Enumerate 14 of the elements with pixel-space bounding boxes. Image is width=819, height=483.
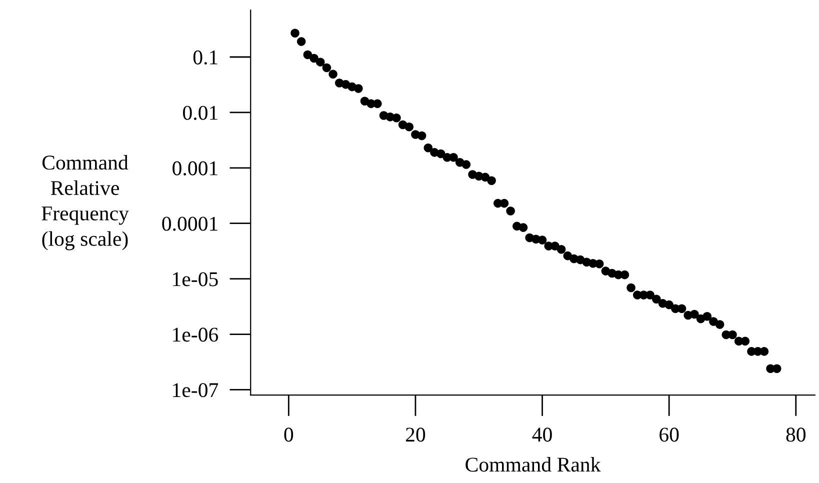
x-tick-label: 60 — [660, 428, 679, 442]
x-tick-label: 80 — [786, 428, 806, 442]
y-tick-label: 1e-07 — [173, 383, 218, 398]
y-tick-label: 0.001 — [172, 161, 218, 176]
x-axis-title: Command Rank — [466, 457, 601, 472]
y-tick-label: 0.01 — [183, 106, 218, 120]
y-tick-label: 0.1 — [193, 50, 218, 65]
x-tick-label: 20 — [406, 428, 426, 442]
y-tick-label: 0.0001 — [162, 216, 218, 231]
y-axis-title: Command Relative Frequency (log scale) — [42, 155, 129, 250]
y-tick-label: 1e-06 — [173, 328, 218, 342]
x-tick-label: 0 — [284, 428, 294, 442]
x-tick-label: 40 — [532, 428, 552, 442]
y-tick-label: 1e-05 — [173, 272, 218, 286]
